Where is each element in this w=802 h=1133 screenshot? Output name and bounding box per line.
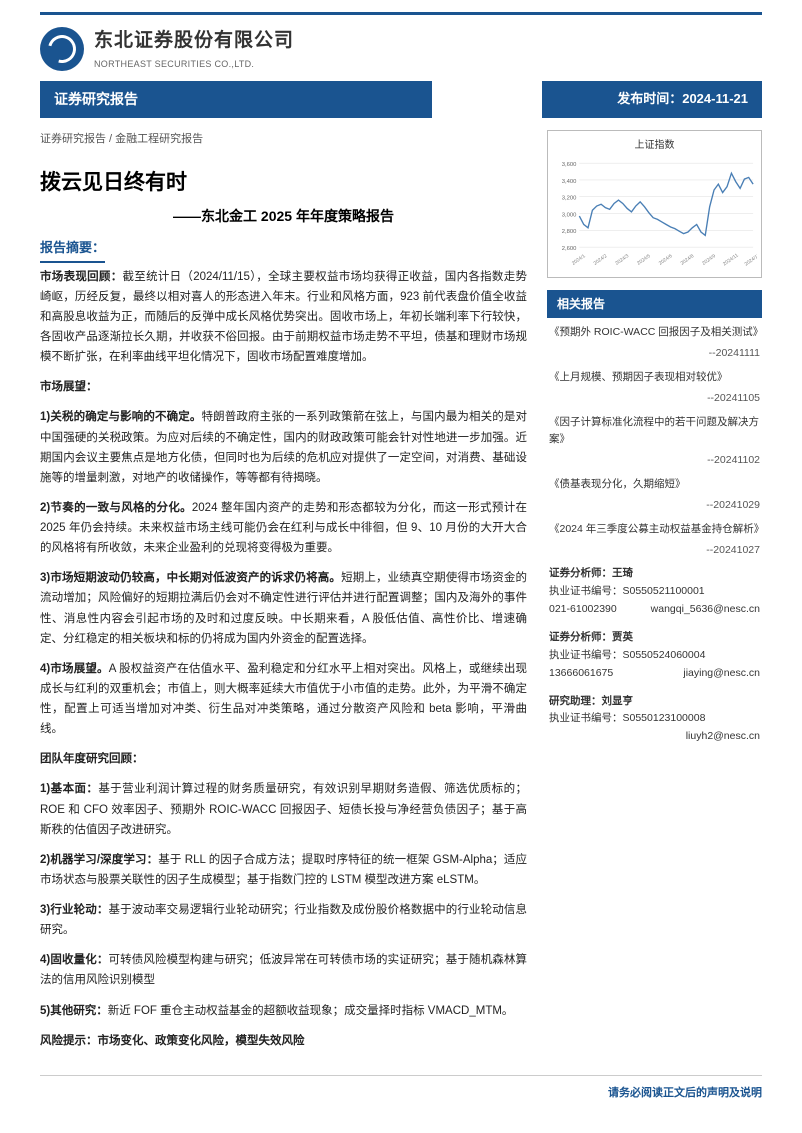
analyst-name: 贾英 <box>612 631 633 643</box>
footer-disclaimer: 请务必阅读正文后的声明及说明 <box>40 1075 762 1121</box>
abstract-heading: 报告摘要： <box>40 237 105 263</box>
company-name-cn: 东北证券股份有限公司 <box>94 25 294 57</box>
svg-text:3,000: 3,000 <box>562 213 577 219</box>
para-review: 市场表现回顾：截至统计日（2024/11/15），全球主要权益市场均获得正收益，… <box>40 267 527 368</box>
svg-text:3,600: 3,600 <box>562 162 577 168</box>
svg-text:2,600: 2,600 <box>562 246 577 252</box>
related-report-title: 《债基表现分化，久期缩短》 <box>549 476 760 494</box>
related-report-title: 《预期外 ROIC-WACC 回报因子及相关测试》 <box>549 324 760 342</box>
outlook-heading: 市场展望： <box>40 377 527 397</box>
report-title: 拨云见日终有时 <box>40 165 527 201</box>
related-report-title: 《因子计算标准化流程中的若干问题及解决方案》 <box>549 414 760 450</box>
risk-warning: 风险提示：市场变化、政策变化风险，模型失效风险 <box>40 1031 527 1051</box>
index-chart: 2,600 2,800 3,000 3,200 3,400 3,600 2024/1 2024… <box>552 156 757 266</box>
analyst-email: wangqi_5636@nesc.cn <box>651 601 760 619</box>
svg-text:2024/8: 2024/8 <box>680 253 696 266</box>
para-outlook-2: 2)节奏的一致与风格的分化。2024 整年国内资产的走势和形态都较为分化，而这一… <box>40 498 527 558</box>
para-outlook-1: 1)关税的确定与影响的不确定。特朗普政府主张的一系列政策箭在弦上，与国内最为相关… <box>40 407 527 488</box>
analyst-entry: 研究助理：刘显亨执业证书编号：S0550123100008liuyh2@nesc… <box>547 693 762 747</box>
para-team-2: 2)机器学习/深度学习：基于 RLL 的因子合成方法；提取时序特征的统一框架 G… <box>40 850 527 890</box>
para-team-1: 1)基本面：基于营业利润计算过程的财务质量研究，有效识别早期财务造假、筛选优质标… <box>40 779 527 839</box>
para-outlook-4: 4)市场展望。A 股权益资产在估值水平、盈利稳定和分红水平上相对突出。风格上，或… <box>40 659 527 740</box>
svg-text:2024/5: 2024/5 <box>636 253 652 266</box>
analyst-cert: 执业证书编号：S0550524060004 <box>549 647 760 665</box>
analyst-role: 证券分析师： <box>549 567 612 579</box>
svg-text:3,200: 3,200 <box>562 196 577 202</box>
para-team-4: 4)固收量化：可转债风险模型构建与研究；低波异常在可转债市场的实证研究；基于随机… <box>40 950 527 990</box>
svg-text:2024/2: 2024/2 <box>593 253 609 266</box>
related-report-title: 《上月规模、预期因子表现相对较优》 <box>549 369 760 387</box>
breadcrumb: 证券研究报告 / 金融工程研究报告 <box>40 130 527 149</box>
report-subtitle: ——东北金工 2025 年年度策略报告 <box>40 205 527 229</box>
analyst-email: jiaying@nesc.cn <box>683 665 760 683</box>
para-team-5: 5)其他研究：新近 FOF 重仓主动权益基金的超额收益现象；成交量择时指标 VM… <box>40 1001 527 1021</box>
svg-text:2024/9: 2024/9 <box>701 253 717 266</box>
para-team-3: 3)行业轮动：基于波动率交易逻辑行业轮动研究；行业指数及成份股价格数据中的行业轮… <box>40 900 527 940</box>
analyst-entry: 证券分析师：王琦执业证书编号：S0550521100001021-6100239… <box>547 565 762 619</box>
related-report-date: --20241105 <box>549 390 760 408</box>
svg-text:2024/1: 2024/1 <box>571 253 587 266</box>
svg-text:2024/11: 2024/11 <box>722 253 740 267</box>
related-report-date: --20241029 <box>549 497 760 515</box>
analyst-role: 研究助理： <box>549 695 602 707</box>
para-outlook-3: 3)市场短期波动仍较高，中长期对低波资产的诉求仍将高。短期上，业绩真空期使得市场… <box>40 568 527 649</box>
analyst-email: liuyh2@nesc.cn <box>686 728 760 746</box>
analyst-cert: 执业证书编号：S0550521100001 <box>549 583 760 601</box>
related-reports-list: 《预期外 ROIC-WACC 回报因子及相关测试》 --20241111 《上月规模… <box>547 324 762 559</box>
company-logo-icon <box>40 27 84 71</box>
related-report-date: --20241111 <box>549 345 760 363</box>
analyst-name: 王琦 <box>612 567 633 579</box>
svg-text:2,800: 2,800 <box>562 230 577 236</box>
analyst-cert: 执业证书编号：S0550123100008 <box>549 710 760 728</box>
analyst-phone: 13666061675 <box>549 665 613 683</box>
svg-text:2024/3: 2024/3 <box>614 253 630 266</box>
chart-title: 上证指数 <box>552 135 757 156</box>
analysts-block: 证券分析师：王琦执业证书编号：S0550521100001021-6100239… <box>547 565 762 746</box>
related-report-date: --20241027 <box>549 542 760 560</box>
index-chart-box: 上证指数 2,600 2,800 3,000 3,200 3,400 3,600 2024/… <box>547 130 762 277</box>
header-bar: 证券研究报告 发布时间：2024-11-21 <box>40 81 762 119</box>
related-report-date: --20241102 <box>549 452 760 470</box>
related-report-title: 《2024 年三季度公募主动权益基金持仓解析》 <box>549 521 760 539</box>
company-header: 东北证券股份有限公司 NORTHEAST SECURITIES CO.,LTD. <box>0 15 802 81</box>
report-type-label: 证券研究报告 <box>40 81 432 119</box>
analyst-name: 刘显亨 <box>602 695 634 707</box>
analyst-entry: 证券分析师：贾英执业证书编号：S055052406000413666061675… <box>547 629 762 683</box>
svg-text:2024/6: 2024/6 <box>658 253 674 266</box>
svg-text:2024/12: 2024/12 <box>744 253 757 267</box>
svg-text:3,400: 3,400 <box>562 179 577 185</box>
team-heading: 团队年度研究回顾： <box>40 749 527 769</box>
analyst-role: 证券分析师： <box>549 631 612 643</box>
analyst-phone: 021-61002390 <box>549 601 617 619</box>
company-name-en: NORTHEAST SECURITIES CO.,LTD. <box>94 57 294 72</box>
publish-date-label: 发布时间：2024-11-21 <box>542 81 762 119</box>
related-reports-heading: 相关报告 <box>547 290 762 318</box>
